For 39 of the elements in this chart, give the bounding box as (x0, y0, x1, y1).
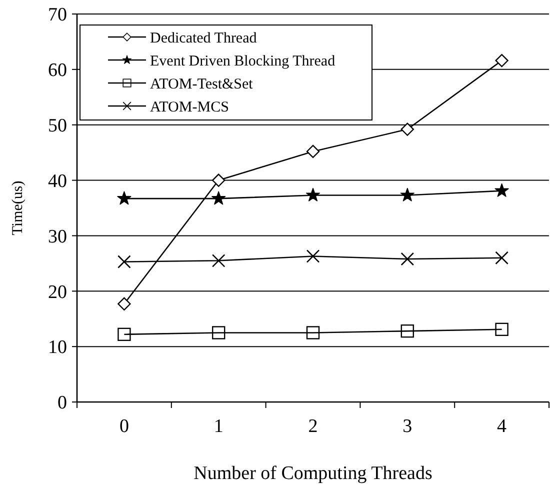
point (400, 122, 414, 136)
y-tick-label: 0 (58, 392, 67, 414)
legend-label: Event Driven Blocking Thread (150, 53, 336, 70)
point (306, 326, 320, 340)
y-tick-label: 70 (48, 4, 67, 26)
point (400, 324, 414, 338)
legend-label: ATOM-Test&Set (150, 76, 254, 92)
y-tick-label: 30 (48, 226, 67, 248)
legend-label: Dedicated Thread (150, 30, 258, 46)
y-tick-label: 50 (48, 116, 67, 137)
point (494, 183, 509, 197)
point (495, 54, 508, 68)
point (118, 328, 131, 341)
point (495, 251, 508, 265)
x-axis-title: Number of Computing Threads (194, 463, 432, 484)
point (212, 174, 226, 187)
point (118, 255, 131, 268)
x-tick-label: 3 (402, 416, 412, 437)
point (212, 326, 226, 340)
point (212, 191, 226, 205)
y-tick-label: 10 (48, 337, 67, 358)
point (118, 297, 131, 310)
point (306, 188, 320, 202)
x-tick-label: 4 (497, 416, 508, 437)
y-axis-title: Time(us) (10, 180, 26, 236)
point (306, 250, 320, 263)
point (495, 322, 508, 336)
point (117, 191, 132, 205)
point (400, 188, 414, 202)
y-tick-label: 40 (48, 170, 67, 192)
point (212, 254, 226, 268)
x-tick-label: 0 (119, 416, 129, 437)
x-tick-label: 1 (214, 416, 224, 437)
point (306, 144, 320, 158)
legend-label: ATOM-MCS (150, 99, 229, 116)
y-tick-label: 20 (48, 282, 67, 303)
point (400, 252, 414, 266)
y-tick-label: 60 (48, 60, 67, 82)
x-tick-label: 2 (308, 416, 318, 437)
